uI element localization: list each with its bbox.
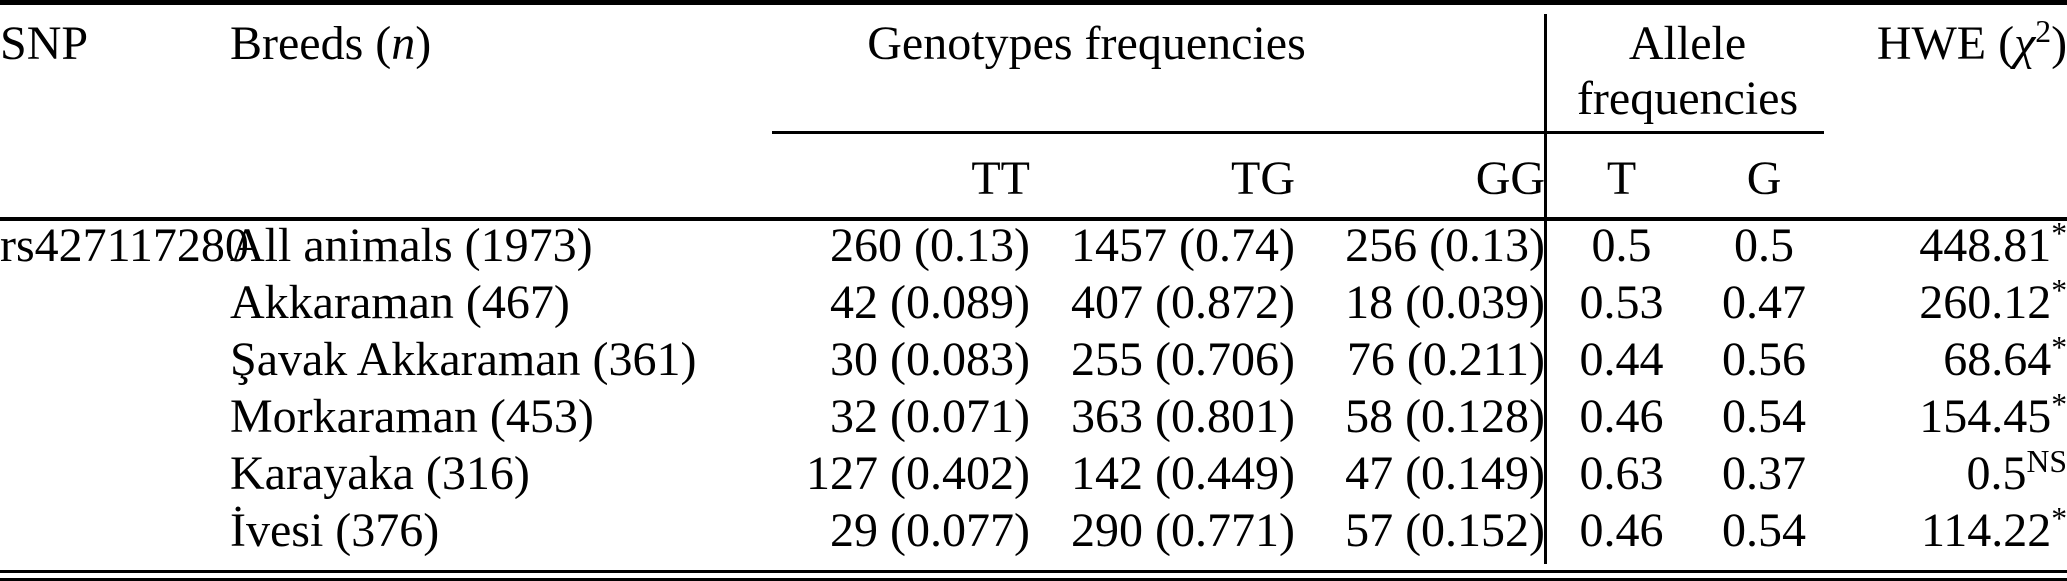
- hwe-significance-mark: *: [2051, 386, 2067, 422]
- tt-cell: 32 (0.071): [830, 389, 1030, 443]
- hwe-value: 260.12: [1919, 275, 2052, 329]
- gg-cell: 57 (0.152): [1345, 503, 1546, 557]
- breeds-label-text: Breeds (: [230, 17, 392, 70]
- t-allele-cell: 0.46: [1579, 389, 1664, 443]
- t-column-header: T: [1606, 152, 1637, 205]
- header-separator-rule: [0, 217, 2067, 221]
- g-allele-cell: 0.37: [1722, 446, 1807, 500]
- breeds-n-symbol: n: [391, 17, 416, 70]
- hwe-significance-mark: NS: [2026, 443, 2067, 479]
- g-column-header: G: [1746, 152, 1782, 205]
- hwe-cell: 448.81*: [1830, 217, 2067, 274]
- group-header-underline: [772, 131, 1824, 134]
- hwe-cell: 68.64*: [1830, 331, 2067, 388]
- t-allele-cell: 0.46: [1579, 503, 1664, 557]
- hwe-value: 68.64: [1943, 332, 2052, 386]
- gg-cell: 18 (0.039): [1345, 275, 1546, 329]
- tt-cell: 127 (0.402): [806, 446, 1030, 500]
- gg-cell: 58 (0.128): [1345, 389, 1546, 443]
- breed-cell: Şavak Akkaraman (361): [230, 332, 697, 386]
- gg-cell: 256 (0.13): [1345, 218, 1546, 272]
- tg-cell: 363 (0.801): [1071, 389, 1295, 443]
- hwe-significance-mark: *: [2051, 272, 2067, 308]
- snp-cell: [0, 502, 230, 559]
- breed-cell: All animals (1973): [230, 218, 593, 272]
- sub-header-row: TT TG GG T G: [0, 131, 2067, 217]
- breed-cell: Karayaka (316): [230, 446, 530, 500]
- t-allele-cell: 0.44: [1579, 332, 1664, 386]
- hwe-label-close: ): [2051, 17, 2067, 70]
- empty-header-cell: [0, 131, 230, 217]
- hwe-label-text: HWE (: [1876, 17, 2015, 70]
- table-row: İvesi (376) 29 (0.077) 290 (0.771) 57 (0…: [0, 502, 2067, 559]
- hwe-value: 114.22: [1920, 503, 2052, 557]
- tt-cell: 260 (0.13): [830, 218, 1030, 272]
- table-row: Karayaka (316) 127 (0.402) 142 (0.449) 4…: [0, 445, 2067, 502]
- gg-column-header: GG: [1475, 152, 1546, 205]
- tt-column-header: TT: [971, 152, 1030, 205]
- empty-header-cell: [1830, 131, 2067, 217]
- genotypes-group-header: Genotypes frequencies: [867, 17, 1306, 70]
- hwe-significance-mark: *: [2051, 215, 2067, 251]
- g-allele-cell: 0.54: [1722, 503, 1807, 557]
- table-top-rule: [0, 0, 2067, 5]
- table-row: Şavak Akkaraman (361) 30 (0.083) 255 (0.…: [0, 331, 2067, 388]
- allele-group-line1: Allele: [1628, 17, 1747, 70]
- gg-cell: 76 (0.211): [1346, 332, 1546, 386]
- empty-header-cell: [230, 131, 628, 217]
- snp-cell: [0, 445, 230, 502]
- t-allele-cell: 0.63: [1579, 446, 1664, 500]
- breed-cell: İvesi (376): [230, 503, 440, 557]
- hwe-cell: 114.22*: [1830, 502, 2067, 559]
- tt-cell: 29 (0.077): [830, 503, 1030, 557]
- breeds-column-header: Breeds (n): [230, 0, 628, 131]
- snp-cell: [0, 331, 230, 388]
- chi-symbol: χ: [2014, 17, 2036, 70]
- t-allele-cell: 0.5: [1591, 218, 1652, 272]
- breeds-label-close: ): [415, 17, 432, 70]
- hwe-cell: 154.45*: [1830, 388, 2067, 445]
- snp-cell: rs427117280: [0, 218, 249, 272]
- genotype-frequency-table: SNP Breeds (n) Genotypes frequencies All…: [0, 0, 2067, 559]
- tt-cell: 30 (0.083): [830, 332, 1030, 386]
- g-allele-cell: 0.56: [1722, 332, 1807, 386]
- bottom-edge-rule: [0, 578, 2067, 581]
- t-allele-cell: 0.53: [1579, 275, 1664, 329]
- gg-cell: 47 (0.149): [1345, 446, 1546, 500]
- tg-cell: 290 (0.771): [1071, 503, 1295, 557]
- allele-divider-rule: [1544, 14, 1547, 564]
- snp-cell: [0, 388, 230, 445]
- tg-cell: 142 (0.449): [1071, 446, 1295, 500]
- breed-cell: Akkaraman (467): [230, 275, 570, 329]
- tt-cell: 42 (0.089): [830, 275, 1030, 329]
- snp-cell: [0, 274, 230, 331]
- hwe-value: 448.81: [1919, 218, 2052, 272]
- tg-column-header: TG: [1231, 152, 1295, 205]
- chi-exponent: 2: [2035, 14, 2052, 49]
- hwe-value: 0.5: [1966, 446, 2027, 500]
- tg-cell: 407 (0.872): [1071, 275, 1295, 329]
- g-allele-cell: 0.5: [1734, 218, 1795, 272]
- tg-cell: 255 (0.706): [1071, 332, 1295, 386]
- breed-cell: Morkaraman (453): [230, 389, 594, 443]
- group-header-row: SNP Breeds (n) Genotypes frequencies All…: [0, 0, 2067, 131]
- hwe-significance-mark: *: [2051, 500, 2067, 536]
- table-bottom-rule: [0, 570, 2067, 573]
- allele-group-header: Allele frequencies: [1545, 0, 1830, 131]
- hwe-cell: 0.5NS: [1830, 445, 2067, 502]
- table-row: Morkaraman (453) 32 (0.071) 363 (0.801) …: [0, 388, 2067, 445]
- allele-group-line2: frequencies: [1576, 72, 1799, 126]
- hwe-cell: 260.12*: [1830, 274, 2067, 331]
- table-row: Akkaraman (467) 42 (0.089) 407 (0.872) 1…: [0, 274, 2067, 331]
- hwe-significance-mark: *: [2051, 329, 2067, 365]
- tg-cell: 1457 (0.74): [1071, 218, 1295, 272]
- g-allele-cell: 0.47: [1722, 275, 1807, 329]
- hwe-value: 154.45: [1919, 389, 2052, 443]
- g-allele-cell: 0.54: [1722, 389, 1807, 443]
- snp-column-header: SNP: [0, 17, 89, 70]
- table-row: rs427117280 All animals (1973) 260 (0.13…: [0, 217, 2067, 274]
- hwe-column-header: HWE (χ2): [1830, 0, 2067, 131]
